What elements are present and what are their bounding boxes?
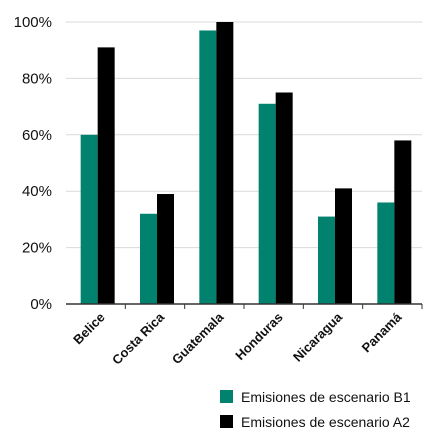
- x-category-label: Costa Rica: [109, 309, 168, 368]
- x-category-label: Honduras: [232, 310, 286, 364]
- legend-swatch: [220, 415, 233, 428]
- legend-label: Emisiones de escenario A2: [241, 414, 410, 430]
- bar-b1-belice: [80, 134, 98, 304]
- bars: [80, 22, 412, 305]
- bar-a2-nicaragua: [335, 188, 352, 304]
- bar-a2-costarica: [157, 194, 174, 304]
- bar-a2-honduras: [275, 92, 293, 304]
- bar-b1-panam: [377, 202, 395, 304]
- y-axis-ticks: 0% 20% 40% 60% 80% 100%: [14, 14, 52, 313]
- y-tick-label: 40%: [22, 183, 52, 200]
- gridlines: [66, 21, 422, 249]
- y-tick-label: 20%: [22, 240, 52, 257]
- x-category-label: Guatemala: [169, 309, 227, 367]
- bar-b1-honduras: [258, 103, 276, 304]
- y-tick-label: 100%: [14, 14, 52, 31]
- bar-a2-panam: [394, 140, 412, 304]
- bar-a2-guatemala: [216, 22, 234, 304]
- x-category-label: Panamá: [359, 309, 405, 355]
- legend-label: Emisiones de escenario B1: [241, 389, 411, 405]
- legend: Emisiones de escenario B1 Emisiones de es…: [220, 389, 411, 430]
- bar-a2-belice: [97, 47, 115, 304]
- y-tick-label: 0%: [30, 296, 52, 313]
- legend-swatch: [220, 390, 233, 403]
- y-tick-label: 80%: [22, 70, 52, 87]
- bar-b1-nicaragua: [318, 216, 335, 304]
- y-tick-label: 60%: [22, 127, 52, 144]
- x-axis-ticks: Belice Costa Rica Guatemala Honduras Nicarag…: [70, 304, 423, 368]
- x-category-label: Nicaragua: [290, 309, 346, 365]
- bar-b1-costarica: [140, 213, 157, 304]
- x-category-label: Belice: [70, 310, 108, 348]
- bar-b1-guatemala: [199, 30, 217, 305]
